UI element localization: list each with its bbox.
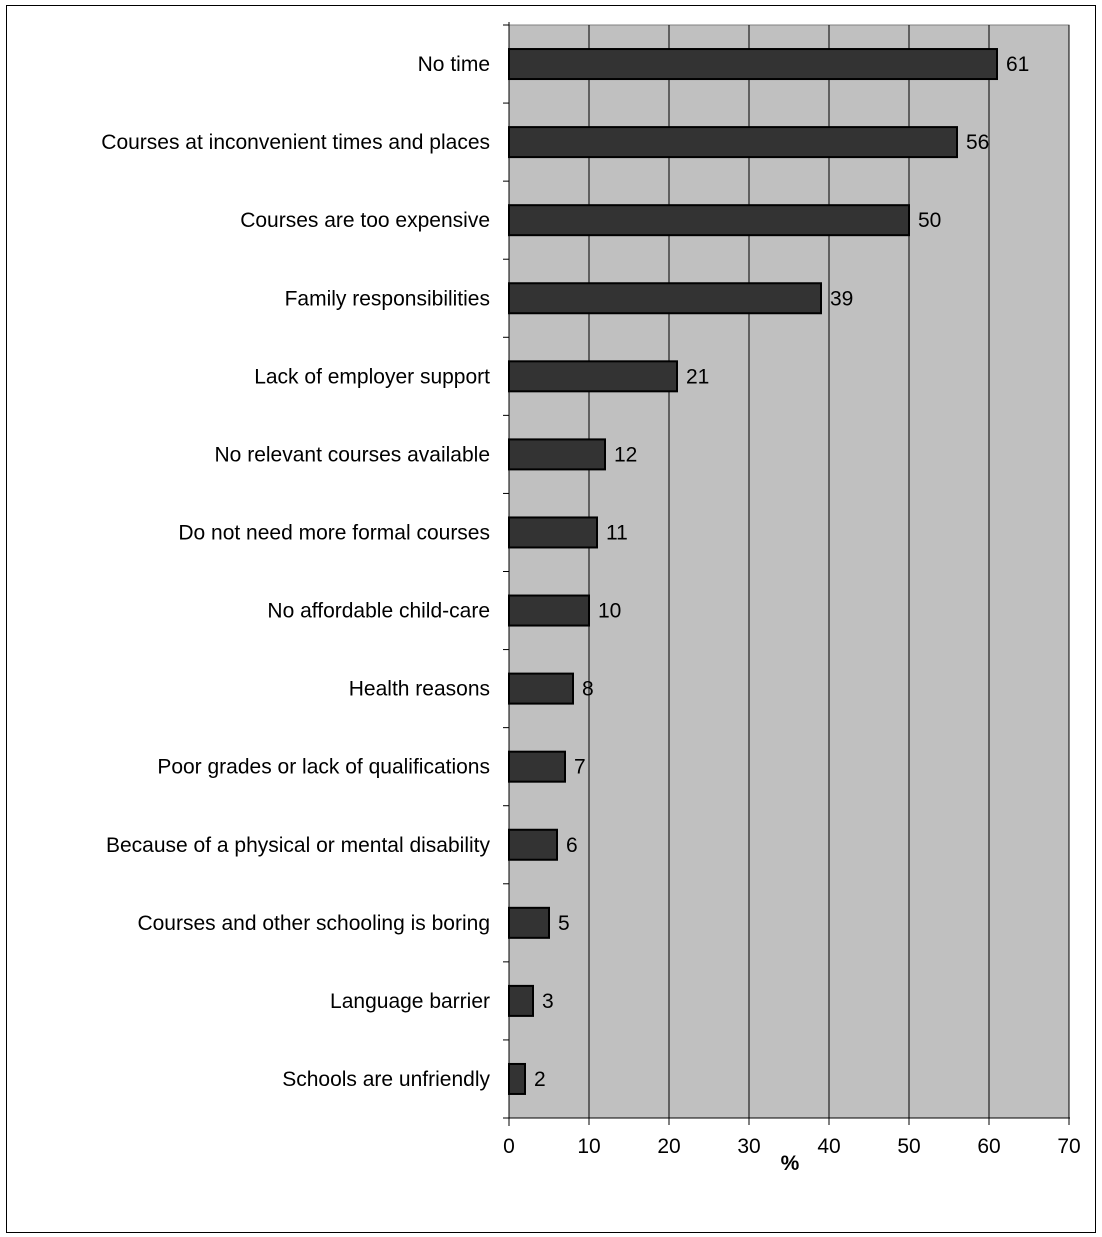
bar-7	[508, 594, 590, 627]
data-label-2: 50	[918, 209, 941, 232]
category-label-0: No time	[418, 53, 490, 76]
category-label-11: Courses and other schooling is boring	[137, 912, 490, 935]
x-tick-label-60: 60	[977, 1135, 1000, 1158]
data-label-11: 5	[558, 912, 570, 935]
data-label-4: 21	[686, 365, 709, 388]
x-tick-label-40: 40	[817, 1135, 840, 1158]
bar-1	[508, 126, 958, 159]
x-axis-title: %	[781, 1152, 800, 1175]
bar-11	[508, 906, 550, 939]
category-label-7: No affordable child-care	[267, 600, 490, 623]
category-label-9: Poor grades or lack of qualifications	[157, 756, 490, 779]
bar-0	[508, 48, 998, 81]
category-label-4: Lack of employer support	[254, 365, 490, 388]
data-label-12: 3	[542, 990, 554, 1013]
x-tick-label-0: 0	[503, 1135, 515, 1158]
bar-8	[508, 672, 574, 705]
category-label-5: No relevant courses available	[215, 443, 490, 466]
category-label-2: Courses are too expensive	[240, 209, 490, 232]
data-label-7: 10	[598, 600, 621, 623]
bar-6	[508, 516, 598, 549]
data-label-1: 56	[966, 131, 989, 154]
bar-13	[508, 1062, 526, 1095]
category-label-10: Because of a physical or mental disabili…	[106, 834, 491, 857]
bar-3	[508, 282, 822, 315]
category-label-3: Family responsibilities	[285, 287, 490, 310]
plot-area	[508, 24, 1070, 1119]
category-label-13: Schools are unfriendly	[282, 1068, 490, 1091]
plot-background	[508, 24, 1070, 1119]
data-label-9: 7	[574, 756, 586, 779]
data-label-13: 2	[534, 1068, 546, 1091]
bar-2	[508, 204, 910, 237]
bar-12	[508, 984, 534, 1017]
x-tick-label-20: 20	[657, 1135, 680, 1158]
bar-9	[508, 750, 566, 783]
category-label-1: Courses at inconvenient times and places	[101, 131, 490, 154]
bar-5	[508, 438, 606, 471]
data-label-5: 12	[614, 443, 637, 466]
x-tick-label-50: 50	[897, 1135, 920, 1158]
x-tick-label-10: 10	[577, 1135, 600, 1158]
category-label-6: Do not need more formal courses	[178, 521, 490, 544]
category-label-12: Language barrier	[330, 990, 490, 1013]
x-tick-label-30: 30	[737, 1135, 760, 1158]
bars	[508, 48, 998, 1095]
labels: No time 61 Courses at inconvenient times a…	[101, 53, 1080, 1158]
data-label-8: 8	[582, 678, 594, 701]
category-label-8: Health reasons	[349, 678, 490, 701]
bar-4	[508, 360, 678, 393]
axes	[503, 22, 1070, 1126]
data-label-10: 6	[566, 834, 578, 857]
x-tick-label-70: 70	[1057, 1135, 1080, 1158]
data-label-3: 39	[830, 287, 853, 310]
data-label-0: 61	[1006, 53, 1029, 76]
bar-10	[508, 828, 558, 861]
data-label-6: 11	[606, 521, 628, 544]
